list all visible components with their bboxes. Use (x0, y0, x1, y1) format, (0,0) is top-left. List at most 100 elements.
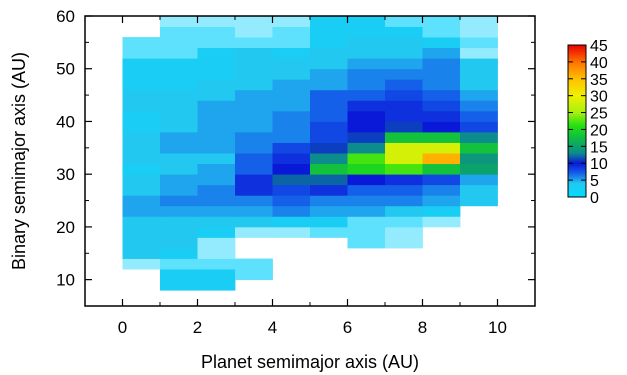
heatmap-cell (347, 58, 386, 70)
x-tick-label: 10 (488, 318, 507, 337)
heatmap-cell (197, 237, 236, 249)
heatmap-cell (160, 226, 198, 238)
heatmap-cell (460, 58, 498, 70)
heatmap-cell (160, 205, 198, 217)
tick-labels: 0 2 4 6 8 10 10 20 30 40 50 60 (56, 7, 507, 337)
x-axis-title: Planet semimajor axis (AU) (201, 352, 419, 372)
heatmap-cell (197, 163, 236, 175)
heatmap-cell (160, 174, 198, 186)
heatmap-cell (460, 37, 498, 49)
colorbar-tick-label: 15 (590, 139, 608, 156)
colorbar-tick-label: 30 (590, 89, 608, 106)
colorbar-tick-label: 0 (590, 190, 599, 207)
heatmap-cell (272, 132, 311, 143)
heatmap-cell (347, 174, 386, 186)
heatmap-cell (460, 184, 498, 196)
heatmap-cell (235, 216, 273, 228)
heatmap-cell (272, 195, 311, 207)
heatmap-cell (385, 37, 423, 49)
y-tick-label: 20 (56, 218, 75, 237)
heatmap-cell (460, 100, 498, 112)
heatmap-cell (272, 100, 311, 112)
heatmap-cell (197, 226, 236, 238)
heatmap-cell (272, 163, 311, 175)
heatmap-cell (197, 110, 236, 122)
heatmap-cell (197, 121, 236, 133)
heatmap-cell (422, 68, 461, 80)
heatmap-cell (422, 216, 461, 228)
heatmap-cell (197, 184, 236, 196)
heatmap-cell (197, 37, 236, 49)
x-tick-label: 6 (343, 318, 352, 337)
heatmap-cell (347, 100, 386, 112)
heatmap-cell (160, 37, 198, 49)
heatmap-cell (160, 195, 198, 207)
heatmap-cell (310, 174, 348, 186)
heatmap-cells (122, 16, 498, 291)
heatmap-cell (422, 89, 461, 101)
heatmap-cell (160, 100, 198, 112)
heatmap-cell (460, 110, 498, 122)
heatmap-cell (385, 47, 423, 59)
heatmap-cell (235, 47, 273, 59)
heatmap-cell (122, 153, 161, 165)
heatmap-cell (122, 237, 161, 249)
heatmap-cell (272, 153, 311, 165)
heatmap-cell (460, 163, 498, 175)
heatmap-cell (235, 142, 273, 154)
heatmap-cell (347, 153, 386, 165)
heatmap-cell (197, 279, 236, 291)
heatmap-cell (235, 174, 273, 186)
heatmap-cell (160, 258, 198, 270)
heatmap-cell (385, 16, 423, 27)
heatmap-cell (347, 26, 386, 38)
heatmap-cell (385, 58, 423, 70)
heatmap-cell (310, 121, 348, 133)
heatmap-cell (310, 142, 348, 154)
heatmap-cell (272, 58, 311, 70)
heatmap-cell (347, 163, 386, 175)
heatmap-cell (385, 237, 423, 249)
heatmap-cell (160, 279, 198, 291)
heatmap-cell (310, 110, 348, 122)
heatmap-cell (460, 26, 498, 38)
heatmap-cell (160, 132, 198, 143)
heatmap-cell (347, 47, 386, 59)
heatmap-cell (160, 68, 198, 80)
heatmap-cell (460, 153, 498, 165)
heatmap-cell (235, 37, 273, 49)
colorbar-strip (567, 44, 587, 198)
heatmap-cell (235, 58, 273, 70)
heatmap-cell (197, 89, 236, 101)
heatmap-cell (347, 132, 386, 143)
heatmap-cell (272, 37, 311, 49)
heatmap-cell (422, 79, 461, 91)
heatmap-cell (235, 226, 273, 238)
heatmap-cell (422, 58, 461, 70)
heatmap-cell (235, 195, 273, 207)
heatmap-cell (272, 110, 311, 122)
heatmap-cell (197, 153, 236, 165)
heatmap-cell (197, 248, 236, 259)
heatmap-cell (160, 26, 198, 38)
heatmap-cell (422, 132, 461, 143)
heatmap-cell (122, 205, 161, 217)
heatmap-cell (122, 174, 161, 186)
heatmap-cell (422, 47, 461, 59)
heatmap-cell (197, 68, 236, 80)
heatmap-cell (197, 79, 236, 91)
heatmap-cell (272, 68, 311, 80)
heatmap-cell (122, 216, 161, 228)
heatmap-cell (385, 132, 423, 143)
heatmap-cell (160, 16, 198, 27)
heatmap-cell (122, 110, 161, 122)
heatmap-cell (347, 16, 386, 27)
colorbar-tick-label: 45 (590, 38, 608, 55)
heatmap-cell (385, 153, 423, 165)
heatmap-cell (385, 216, 423, 228)
heatmap-cell (385, 163, 423, 175)
heatmap-cell (272, 79, 311, 91)
heatmap-cell (272, 47, 311, 59)
heatmap-cell (122, 248, 161, 259)
